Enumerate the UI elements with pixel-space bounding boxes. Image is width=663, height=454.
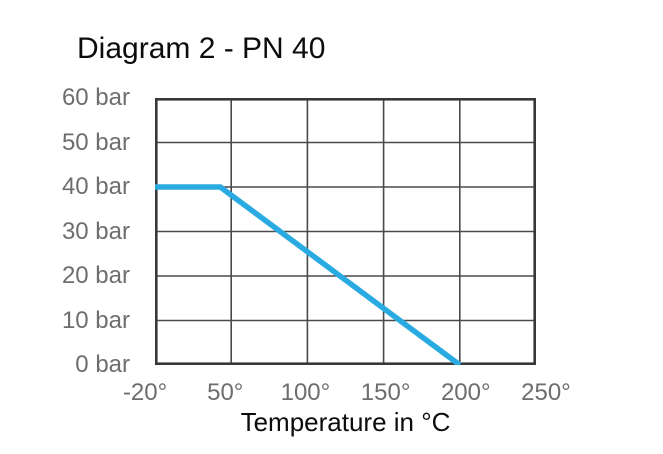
y-axis-tick-labels: 60 bar 50 bar 40 bar 30 bar 20 bar 10 ba… [18,83,130,380]
x-tick-label: 50° [207,379,244,406]
x-tick-label: 150° [360,379,411,406]
x-tick-label: 250° [521,379,571,406]
y-tick-label: 50 bar [61,128,130,156]
y-tick-label: 60 bar [61,84,130,111]
chart-title: Diagram 2 - PN 40 [77,32,326,65]
x-tick-label: 100° [280,379,331,406]
y-tick-label: 20 bar [61,262,130,289]
plot-area [155,98,536,365]
y-tick-label: 30 bar [61,217,130,245]
y-tick-label: 10 bar [61,306,130,334]
y-tick-label: 0 bar [75,351,130,378]
x-axis-title: Temperature in °C [240,407,451,437]
pressure-limit-curve [155,98,536,365]
x-tick-label: -20° [122,379,168,406]
y-tick-label: 40 bar [61,173,130,200]
x-tick-label: 200° [440,379,491,406]
x-axis-tick-labels: -20° 50° 100° 150° 200° 250° [105,379,586,407]
